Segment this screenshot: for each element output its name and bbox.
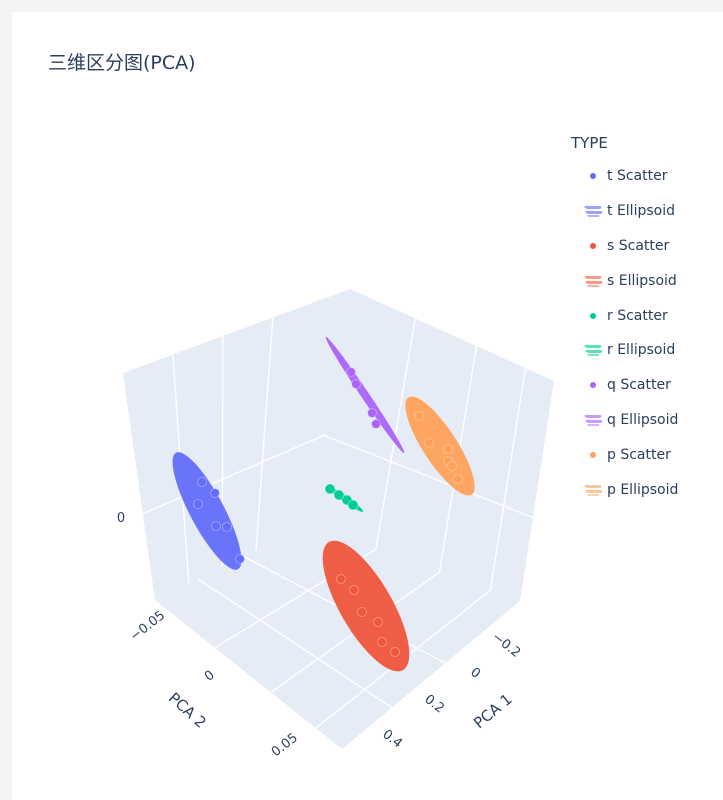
legend-dot-icon — [571, 167, 607, 185]
s-scatter-point — [377, 637, 387, 647]
p-scatter-point — [447, 461, 457, 471]
grid-line — [323, 434, 534, 519]
s-scatter-point — [336, 574, 346, 584]
legend-dot-icon — [571, 446, 607, 464]
t-scatter-point — [222, 522, 232, 532]
p-scatter-point — [453, 474, 463, 484]
x-axis-label: PCA 1 — [470, 690, 515, 732]
t-ellipsoid — [172, 452, 242, 570]
chart-card: 三维区分图(PCA) −0.2 0 0.2 0.4 −0.05 0 0.05 0 PCA 1 P… — [12, 12, 723, 800]
y-axis-label: PCA 2 — [165, 689, 210, 732]
p-scatter-point — [443, 444, 453, 454]
t-scatter-point — [235, 554, 245, 564]
legend-item-q-ellipsoid[interactable]: q Ellipsoid — [571, 403, 721, 438]
grid-line — [255, 317, 274, 551]
legend-label: q Ellipsoid — [607, 411, 679, 428]
legend-item-p-ellipsoid[interactable]: p Ellipsoid — [571, 472, 721, 507]
r-scatter-point — [324, 483, 336, 495]
legend-item-q-scatter[interactable]: q Scatter — [571, 368, 721, 403]
legend-surface-icon — [571, 411, 607, 429]
data-marks — [172, 336, 475, 672]
s-scatter-point — [349, 585, 359, 595]
legend-label: t Scatter — [607, 168, 668, 185]
grid-line — [142, 434, 325, 515]
x-tick-label: −0.2 — [489, 630, 523, 661]
legend-label: s Scatter — [607, 237, 670, 254]
legend-label: p Scatter — [607, 446, 671, 463]
p-scatter-point — [424, 438, 434, 448]
legend-surface-icon — [571, 272, 607, 290]
legend-label: s Ellipsoid — [607, 272, 677, 289]
legend-label: r Ellipsoid — [607, 342, 676, 359]
legend-title: TYPE — [571, 134, 608, 152]
s-scatter-point — [373, 617, 383, 627]
legend-surface-icon — [571, 341, 607, 359]
legend-item-s-ellipsoid[interactable]: s Ellipsoid — [571, 263, 721, 298]
legend-surface-icon — [571, 202, 607, 220]
legend: TYPE t Scatter t Ellipsoid s Scatter s Elli… — [571, 134, 721, 507]
grid-line — [375, 318, 416, 550]
t-scatter-point — [193, 499, 203, 509]
axis-panes — [123, 289, 554, 749]
legend-label: q Scatter — [607, 377, 671, 394]
legend-item-s-scatter[interactable]: s Scatter — [571, 229, 721, 264]
r-scatter-point — [347, 499, 359, 511]
q-scatter-point — [346, 367, 356, 377]
x-tick-label: 0.2 — [421, 692, 447, 717]
y-tick-label: 0 — [202, 668, 218, 685]
legend-dot-icon — [571, 237, 607, 255]
y-tick-label: 0.05 — [269, 730, 301, 760]
legend-dot-icon — [571, 307, 607, 325]
legend-item-r-scatter[interactable]: r Scatter — [571, 298, 721, 333]
z-tick-label: 0 — [117, 511, 125, 526]
legend-item-r-ellipsoid[interactable]: r Ellipsoid — [571, 333, 721, 368]
x-tick-label: 0 — [467, 665, 483, 682]
y-tick-label: −0.05 — [128, 608, 169, 644]
legend-label: p Ellipsoid — [607, 481, 679, 498]
back-left-pane — [123, 289, 350, 600]
legend-item-p-scatter[interactable]: p Scatter — [571, 437, 721, 472]
p-ellipsoid — [405, 396, 475, 496]
legend-surface-icon — [571, 481, 607, 499]
chart-title: 三维区分图(PCA) — [48, 52, 196, 74]
t-scatter-point — [210, 488, 220, 498]
legend-dot-icon — [571, 376, 607, 394]
legend-item-t-ellipsoid[interactable]: t Ellipsoid — [571, 194, 721, 229]
x-tick-label: 0.4 — [379, 727, 405, 752]
grid-line — [489, 368, 527, 591]
q-scatter-point — [351, 379, 361, 389]
legend-label: t Ellipsoid — [607, 203, 675, 220]
t-scatter-point — [211, 521, 221, 531]
t-scatter-point — [197, 477, 207, 487]
p-scatter-point — [414, 411, 424, 421]
r-scatter-point — [333, 489, 345, 501]
legend-label: r Scatter — [607, 307, 668, 324]
legend-item-t-scatter[interactable]: t Scatter — [571, 159, 721, 194]
scene-3d[interactable]: −0.2 0 0.2 0.4 −0.05 0 0.05 0 PCA 1 PCA 2 — [12, 12, 723, 800]
s-scatter-point — [357, 607, 367, 617]
s-scatter-point — [390, 647, 400, 657]
s-ellipsoid — [322, 540, 410, 672]
q-scatter-point — [367, 408, 377, 418]
floor-pane — [155, 525, 520, 749]
q-ellipsoid — [325, 336, 405, 454]
grid-line — [197, 578, 393, 709]
q-scatter-point — [371, 419, 381, 429]
